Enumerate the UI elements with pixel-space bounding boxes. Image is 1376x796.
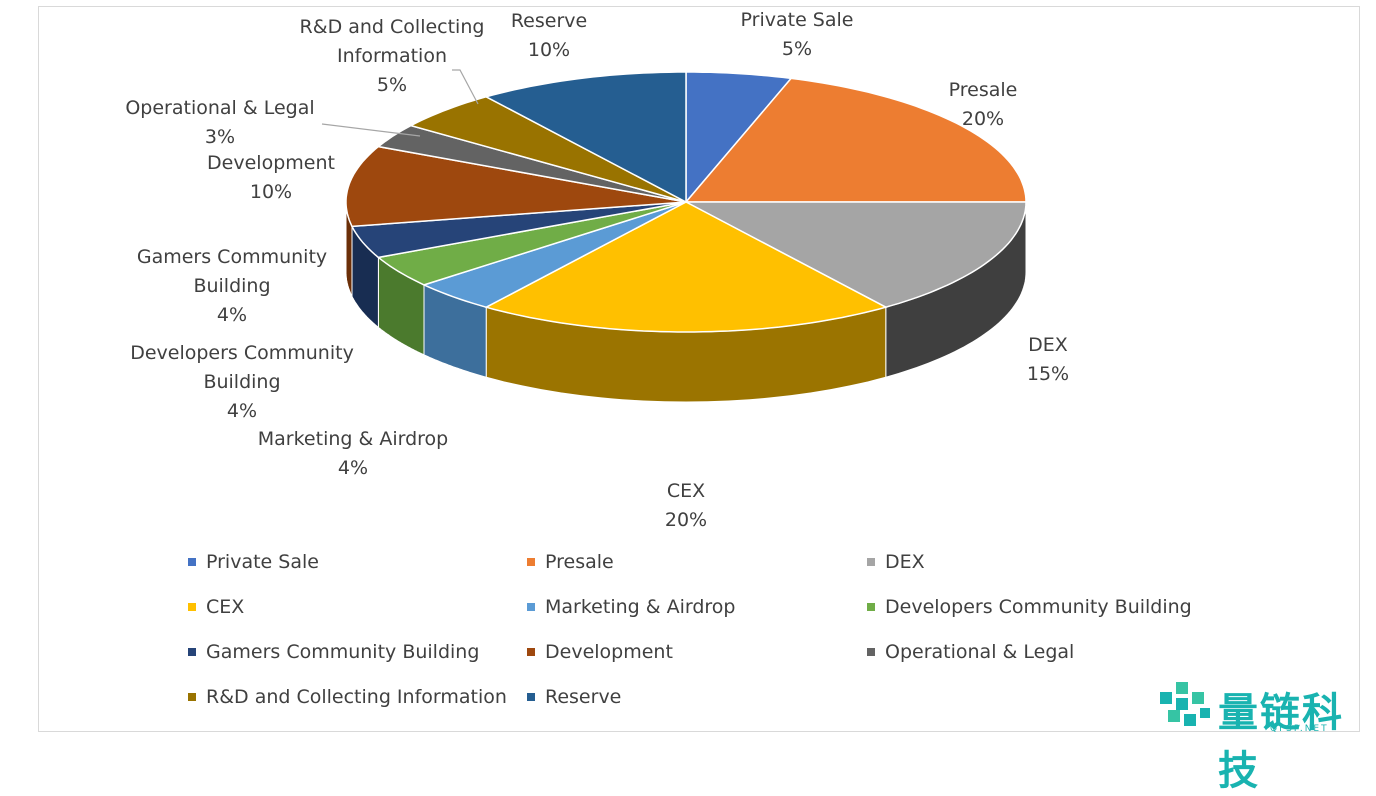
legend-item-r-d-and-collecting-information: R&D and Collecting Information: [188, 686, 507, 708]
data-label-r-d-and-collecting-information: R&D and Collecting Information 5%: [300, 16, 485, 96]
legend-label: DEX: [885, 551, 925, 573]
legend-label: Marketing & Airdrop: [545, 596, 736, 618]
pie-slice-private-sale: [685, 71, 793, 205]
data-label-presale: Presale 20%: [949, 79, 1018, 130]
legend-label: Presale: [545, 551, 614, 573]
legend-swatch: [188, 648, 196, 656]
data-label-dex: DEX 15%: [1027, 334, 1069, 385]
legend-item-developers-community-building: Developers Community Building: [867, 596, 1192, 618]
legend-swatch: [188, 693, 196, 701]
leader-line: [321, 123, 421, 137]
pie-slice-dex: [685, 201, 1027, 309]
data-label-private-sale: Private Sale 5%: [741, 9, 854, 60]
data-label-gamers-community-building: Gamers Community Building 4%: [137, 246, 327, 326]
watermark-logo-icon: [1160, 682, 1210, 726]
pie-slice-developers-community-building: [376, 201, 687, 286]
legend-swatch: [188, 603, 196, 611]
legend-swatch: [867, 648, 875, 656]
legend-label: Reserve: [545, 686, 622, 708]
legend-item-operational-legal: Operational & Legal: [867, 641, 1074, 663]
data-label-cex: CEX 20%: [665, 480, 707, 531]
legend-swatch: [527, 693, 535, 701]
watermark-subtext: QFSP.NET: [1270, 724, 1329, 734]
pie-slice-reserve: [484, 71, 687, 204]
legend-item-reserve: Reserve: [527, 686, 621, 708]
data-label-development: Development 10%: [207, 152, 335, 203]
chart-legend: Private Sale Presale DEX CEX Marketing & Air…: [188, 551, 1192, 708]
legend-swatch: [527, 558, 535, 566]
legend-swatch: [867, 603, 875, 611]
pie-slice-gamers-community-building: [350, 201, 687, 259]
data-label-reserve: Reserve 10%: [511, 10, 587, 61]
pie-data-labels: Private Sale 5% Presale 20% DEX 15% CEX 20% Mark…: [125, 9, 1069, 531]
legend-item-cex: CEX: [188, 596, 244, 618]
pie-slice-presale: [684, 77, 1027, 203]
watermark: 量链科技 QFSP.NET: [1152, 676, 1376, 794]
legend-item-development: Development: [527, 641, 673, 663]
legend-item-gamers-community-building: Gamers Community Building: [188, 641, 479, 663]
pie-slice-development: [345, 145, 687, 228]
legend-swatch: [867, 558, 875, 566]
watermark-text: 量链科技: [1218, 690, 1344, 794]
legend-label: Gamers Community Building: [206, 641, 480, 663]
pie-slices: [345, 71, 1027, 333]
legend-item-presale: Presale: [527, 551, 614, 573]
legend-label: Private Sale: [206, 551, 319, 573]
legend-label: Developers Community Building: [885, 596, 1192, 618]
legend-swatch: [527, 648, 535, 656]
legend-item-private-sale: Private Sale: [188, 551, 319, 573]
legend-label: Operational & Legal: [885, 641, 1075, 663]
legend-label: Development: [545, 641, 673, 663]
legend-item-marketing-airdrop: Marketing & Airdrop: [527, 596, 735, 618]
legend-label: CEX: [206, 596, 245, 618]
legend-swatch: [188, 558, 196, 566]
leader-line: [452, 69, 479, 105]
data-label-developers-community-building: Developers Community Building 4%: [130, 342, 354, 422]
pie-slice-cex: [484, 201, 888, 333]
pie-chart: Private Sale 5% Presale 20% DEX 15% CEX 20% Mark…: [125, 9, 1069, 531]
pie-slice-marketing-airdrop: [421, 201, 687, 309]
legend-swatch: [527, 603, 535, 611]
legend-item-dex: DEX: [867, 551, 925, 573]
data-label-marketing-airdrop: Marketing & Airdrop 4%: [258, 428, 448, 479]
data-label-operational-legal: Operational & Legal 3%: [125, 97, 314, 148]
pie-slice-operational-legal: [376, 124, 687, 203]
legend-label: R&D and Collecting Information: [206, 686, 507, 708]
